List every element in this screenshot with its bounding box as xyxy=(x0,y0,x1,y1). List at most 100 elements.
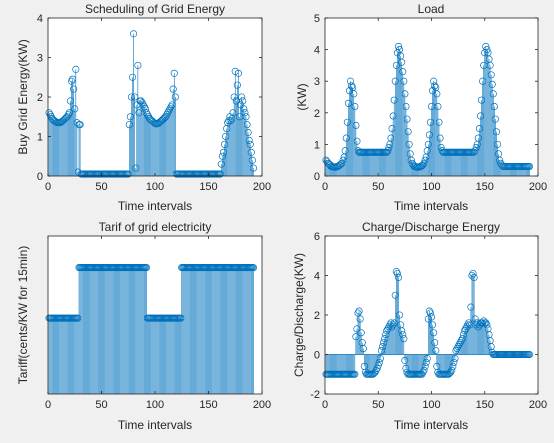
data-point xyxy=(470,273,478,282)
data-point xyxy=(469,269,477,278)
data-point xyxy=(420,366,428,374)
tariff-chart: Tarif of grid electricity Time intervals… xyxy=(16,220,271,432)
data-point xyxy=(471,315,479,323)
load-chart: Load Time intervals (KW) 0 50 100 150 200 0 1 2… xyxy=(295,2,547,213)
data-point xyxy=(498,161,506,169)
data-point xyxy=(448,366,456,374)
data-point xyxy=(484,325,492,333)
data-point xyxy=(496,156,504,164)
data-point xyxy=(423,354,431,363)
data-point xyxy=(432,346,440,355)
x-tick-label: 50 xyxy=(372,181,384,193)
data-point xyxy=(430,77,438,85)
data-point xyxy=(142,109,150,117)
data-point xyxy=(489,90,497,98)
data-point xyxy=(138,99,146,107)
x-tick-label: 200 xyxy=(529,181,547,193)
y-tick-label: -2 xyxy=(310,389,320,401)
data-point xyxy=(130,30,138,38)
data-point xyxy=(487,71,495,79)
data-point xyxy=(171,93,179,101)
data-point xyxy=(430,329,438,337)
data-point xyxy=(247,148,255,156)
x-tick-label: 200 xyxy=(529,399,547,411)
data-point xyxy=(249,164,257,172)
y-tick-label: 2 xyxy=(37,92,43,104)
x-tick-label: 0 xyxy=(322,181,328,193)
data-point xyxy=(525,162,534,171)
x-tick-label: 50 xyxy=(95,399,107,411)
data-point xyxy=(418,370,426,378)
data-point xyxy=(357,329,365,337)
data-point xyxy=(398,58,406,66)
data-point xyxy=(431,339,439,347)
data-point xyxy=(359,345,367,353)
y-tick-label: 2 xyxy=(314,310,320,322)
data-point xyxy=(436,134,444,142)
data-point xyxy=(128,73,137,81)
data-point xyxy=(490,102,498,111)
data-point xyxy=(348,82,356,90)
data-point xyxy=(238,93,246,101)
data-point xyxy=(492,128,501,136)
data-point xyxy=(371,368,379,376)
data-point xyxy=(71,105,79,113)
data-point xyxy=(242,113,250,121)
x-tick-label: 200 xyxy=(253,181,271,193)
x-tick-label: 100 xyxy=(146,181,164,193)
x-tick-label: 150 xyxy=(199,181,217,193)
data-point xyxy=(394,42,403,50)
y-tick-label: 1 xyxy=(314,139,320,151)
data-point xyxy=(375,358,383,366)
x-tick-label: 150 xyxy=(199,399,217,411)
data-point xyxy=(399,331,407,339)
data-point xyxy=(486,337,494,345)
data-point xyxy=(352,121,360,129)
data-point xyxy=(46,111,54,119)
data-point xyxy=(246,140,254,148)
data-point xyxy=(486,61,494,69)
y-axis-label: Charge/Discharge(KW) xyxy=(292,253,306,377)
data-point xyxy=(394,273,403,282)
data-point xyxy=(398,327,406,335)
data-point xyxy=(356,315,364,323)
data-point xyxy=(372,366,380,374)
data-point xyxy=(451,354,459,363)
x-axis-label: Time intervals xyxy=(394,199,468,213)
data-point xyxy=(435,118,443,126)
data-point xyxy=(351,370,359,378)
data-point xyxy=(493,140,502,148)
y-tick-label: 0 xyxy=(314,171,320,183)
data-point xyxy=(67,77,76,85)
data-point xyxy=(433,90,441,98)
data-point xyxy=(400,77,408,85)
data-point xyxy=(399,68,407,76)
data-point xyxy=(405,140,413,148)
y-tick-label: 2 xyxy=(314,108,320,120)
x-tick-label: 0 xyxy=(45,181,51,193)
data-point xyxy=(245,136,253,145)
data-point xyxy=(429,321,437,329)
data-point xyxy=(449,362,457,370)
data-point xyxy=(376,354,384,363)
x-tick-label: 150 xyxy=(476,399,494,411)
data-point xyxy=(488,80,496,88)
data-point xyxy=(402,102,410,111)
data-point xyxy=(491,115,499,123)
data-point xyxy=(397,321,405,329)
data-point xyxy=(374,361,382,369)
data-point xyxy=(407,156,415,164)
x-tick-label: 0 xyxy=(45,399,51,411)
data-point xyxy=(404,128,412,136)
y-tick-label: 6 xyxy=(314,231,320,243)
x-tick-label: 150 xyxy=(476,181,494,193)
data-point xyxy=(431,82,439,90)
x-tick-label: 100 xyxy=(422,181,440,193)
y-tick-label: 4 xyxy=(37,13,43,25)
data-point xyxy=(468,271,476,280)
data-point xyxy=(240,105,248,113)
y-tick-label: 4 xyxy=(314,45,320,57)
y-axis-label: Buy Grid Energy(KW) xyxy=(16,39,30,154)
data-point xyxy=(525,350,534,359)
data-point xyxy=(350,90,358,98)
